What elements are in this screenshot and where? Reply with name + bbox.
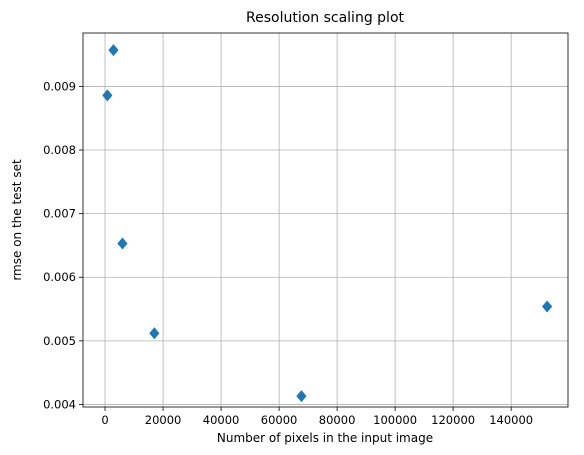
data-point — [117, 237, 128, 250]
data-point — [542, 300, 553, 313]
x-tick-label: 20000 — [145, 413, 182, 427]
grid-lines — [83, 33, 568, 407]
chart-title: Resolution scaling plot — [246, 10, 405, 26]
x-tick-label: 120000 — [431, 413, 475, 427]
x-axis-label: Number of pixels in the input image — [217, 431, 433, 445]
plot-frame — [82, 32, 569, 408]
data-point — [296, 390, 307, 403]
y-axis-ticks: 0.004 0.005 0.006 0.007 0.008 0.009 — [43, 79, 83, 411]
data-point — [102, 89, 113, 102]
y-axis-label: rmse on the test set — [10, 159, 24, 281]
data-points — [102, 44, 553, 403]
x-axis-ticks: 0 20000 40000 60000 80000 100000 120000 140000 — [101, 407, 533, 427]
data-point — [149, 327, 160, 340]
x-tick-label: 140000 — [489, 413, 533, 427]
x-tick-label: 0 — [101, 413, 108, 427]
y-tick-label: 0.005 — [43, 334, 76, 348]
x-tick-label: 60000 — [261, 413, 298, 427]
x-tick-label: 100000 — [373, 413, 417, 427]
x-tick-label: 80000 — [319, 413, 356, 427]
y-tick-label: 0.009 — [43, 79, 76, 93]
y-tick-label: 0.006 — [43, 270, 76, 284]
x-tick-label: 40000 — [203, 413, 240, 427]
y-tick-label: 0.004 — [43, 397, 76, 411]
y-tick-label: 0.007 — [43, 207, 76, 221]
y-tick-label: 0.008 — [43, 143, 76, 157]
data-point — [108, 44, 119, 57]
